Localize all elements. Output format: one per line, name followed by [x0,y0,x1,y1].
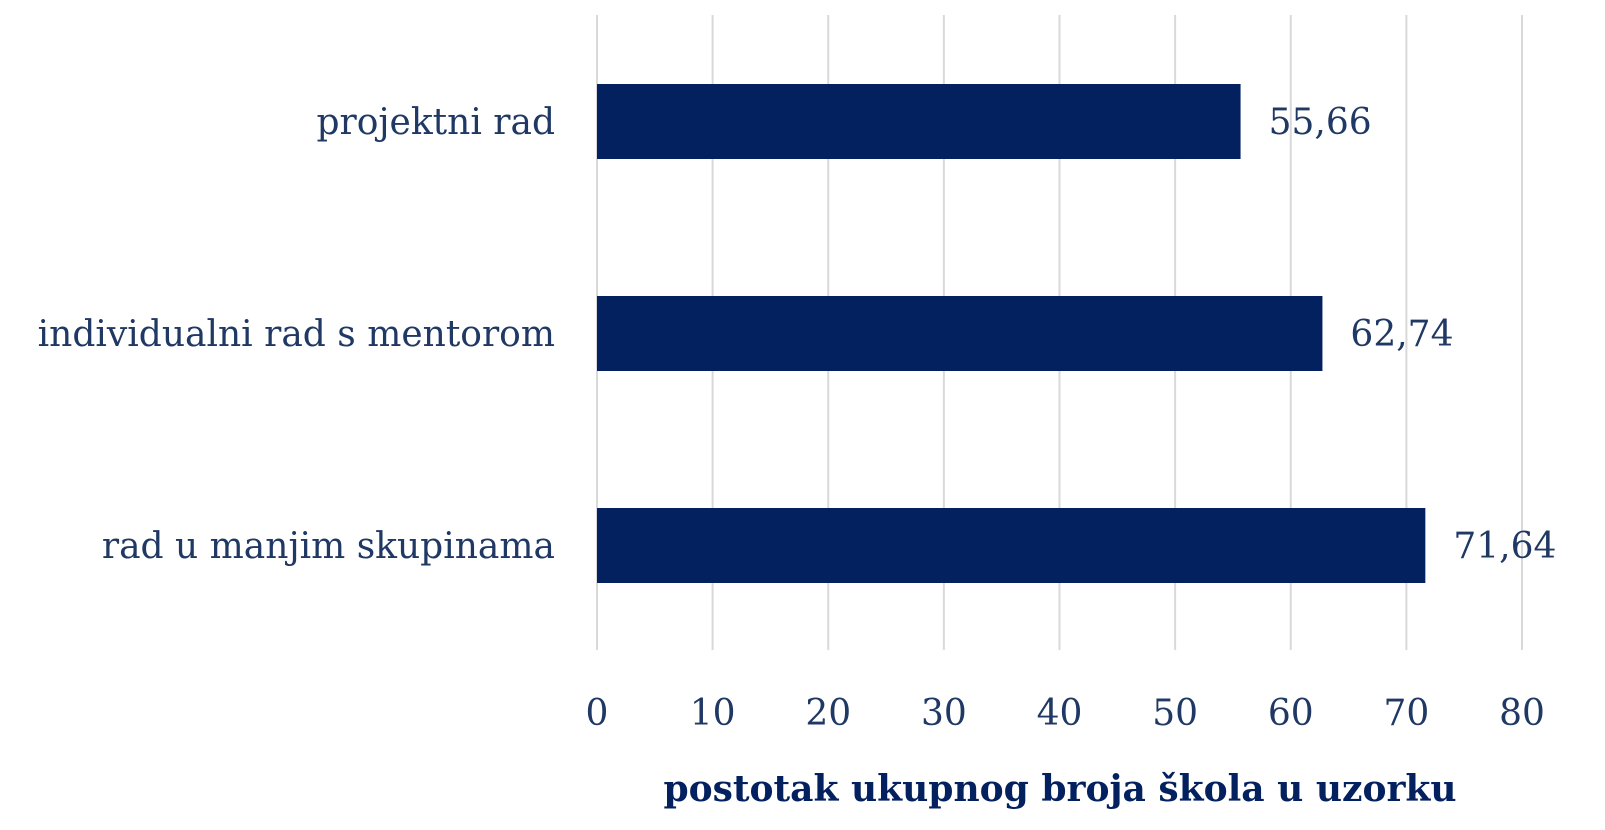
value-label: 55,66 [1269,102,1372,143]
y-tick-label: rad u manjim skupinama [102,526,555,567]
y-tick-label: individualni rad s mentorom [38,314,555,355]
x-tick-label: 50 [1152,693,1198,734]
x-tick-label: 40 [1037,693,1083,734]
x-tick-label: 80 [1499,693,1545,734]
x-tick-label: 20 [805,693,851,734]
x-tick-label: 30 [921,693,967,734]
bar [597,84,1241,159]
x-axis-label: postotak ukupnog broja škola u uzorku [663,768,1456,810]
value-label: 71,64 [1453,526,1556,567]
x-tick-label: 0 [586,693,609,734]
x-tick-label: 10 [690,693,736,734]
value-label: 62,74 [1350,314,1453,355]
x-tick-label: 60 [1268,693,1314,734]
bar [597,296,1323,371]
x-tick-label: 70 [1383,693,1429,734]
bar [597,508,1426,583]
y-tick-label: projektni rad [316,102,555,143]
